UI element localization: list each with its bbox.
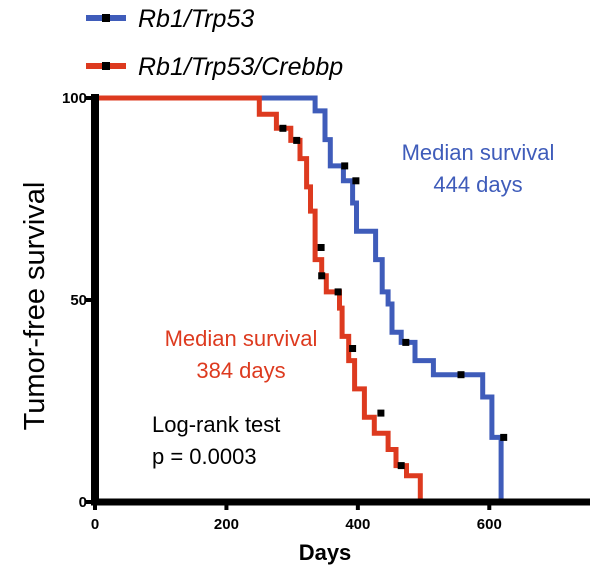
x-tick-label-400: 400: [345, 516, 370, 533]
censor-mark-rb1-trp53-crebbp-7: [397, 462, 405, 470]
annotation-red-line-1: Median survival: [165, 326, 318, 351]
annotation-logrank: Log-rank test p = 0.0003: [152, 412, 280, 469]
x-axis-title: Days: [299, 540, 352, 565]
annotation-blue-median: Median survival 444 days: [402, 140, 555, 197]
x-tick-label-0: 0: [91, 516, 99, 533]
annotation-blue-line-1: Median survival: [402, 140, 555, 165]
annotation-red-median: Median survival 384 days: [165, 326, 318, 383]
y-axis-title: Tumor-free survival: [19, 182, 51, 431]
legend-label-rb1-trp53-crebbp: Rb1/Trp53/Crebbp: [138, 53, 343, 81]
annotation-logrank-line-1: Log-rank test: [152, 412, 280, 437]
x-tick-label-600: 600: [477, 516, 502, 533]
annotation-logrank-line-2: p = 0.0003: [152, 444, 257, 469]
axes: 0 50 100 0 200 400 600: [62, 90, 590, 533]
censor-mark-rb1-trp53-crebbp-0: [279, 124, 287, 132]
annotation-blue-line-2: 444 days: [433, 172, 522, 197]
y-tick-label-0: 0: [79, 494, 87, 511]
censor-mark-rb1-trp53-crebbp-2: [317, 244, 325, 251]
censor-mark-rb1-trp53-3: [457, 371, 465, 379]
legend-label-rb1-trp53: Rb1/Trp53: [138, 5, 254, 33]
censor-mark-rb1-trp53-0: [341, 162, 349, 170]
survival-curve-rb1-trp53: [95, 95, 504, 502]
legend: Rb1/Trp53 Rb1/Trp53/Crebbp: [86, 5, 343, 81]
censor-mark-rb1-trp53-crebbp-1: [293, 136, 301, 144]
y-tick-label-50: 50: [70, 292, 87, 309]
censor-mark-rb1-trp53-4: [500, 433, 508, 441]
censor-mark-rb1-trp53-crebbp-5: [349, 345, 357, 352]
x-tick-label-200: 200: [214, 516, 239, 533]
y-tick-label-100: 100: [62, 90, 87, 107]
censor-mark-rb1-trp53-crebbp-4: [334, 288, 342, 296]
annotation-red-line-2: 384 days: [196, 358, 285, 383]
legend-entry-rb1-trp53-crebbp: Rb1/Trp53/Crebbp: [86, 53, 343, 81]
censor-mark-rb1-trp53-2: [402, 338, 410, 346]
survival-curve-rb1-trp53-crebbp: [95, 95, 423, 502]
legend-entry-rb1-trp53: Rb1/Trp53: [86, 5, 254, 33]
censor-mark-rb1-trp53-1: [352, 177, 360, 185]
censor-mark-rb1-trp53-crebbp-6: [377, 409, 385, 417]
series-layer: [95, 95, 508, 502]
censor-mark-rb1-trp53-crebbp-3: [318, 272, 326, 280]
